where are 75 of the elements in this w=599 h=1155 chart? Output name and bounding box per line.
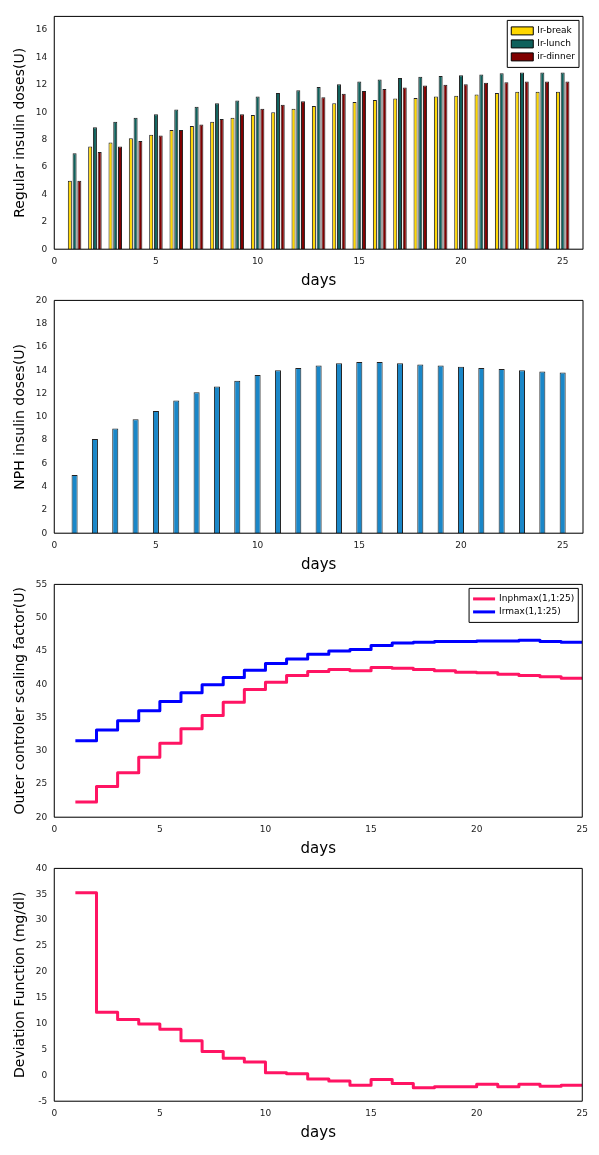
y-tick-label: 35 [35,711,48,722]
legend-label: Ir-lunch [537,38,571,49]
y-tick-label: 2 [41,504,48,515]
x-tick-label: 5 [156,1107,163,1118]
x-tick-label: 15 [353,255,366,266]
y-tick-label: 0 [41,243,48,254]
x-tick-label: 25 [576,1107,588,1118]
x-tick-label: 10 [251,539,264,550]
y-tick-label: 12 [35,387,48,398]
y-tick-label: 14 [35,364,48,375]
y-tick-label: 4 [41,480,48,491]
y-tick-label: 8 [41,133,48,144]
x-tick-label: 20 [455,539,467,550]
y-axis-title: Regular insulin doses(U) [11,47,28,218]
x-tick-label: 15 [365,1107,377,1118]
y-tick-label: 30 [35,914,48,925]
x-tick-label: 20 [470,1107,483,1118]
y-tick-label: 25 [35,778,48,789]
x-axis-title: days [300,554,337,573]
y-tick-label: 40 [35,678,48,689]
x-tick-label: 0 [51,1107,58,1118]
y-tick-label: 16 [35,24,48,35]
y-tick-label: 35 [35,888,48,899]
y-tick-label: 10 [35,106,48,117]
x-axis-title: days [300,838,337,857]
x-tick-label: 10 [251,255,264,266]
y-tick-label: 14 [35,51,48,62]
y-tick-label: 45 [35,645,48,656]
x-tick-label: 0 [51,539,58,550]
y-tick-label: 30 [35,745,48,756]
legend-label: Inphmax(1,1:25) [499,593,575,604]
x-tick-label: 20 [470,823,483,834]
y-tick-label: 18 [35,318,48,329]
x-tick-label: 5 [156,823,163,834]
y-tick-label: 10 [35,411,48,422]
y-tick-label: 10 [35,1017,48,1028]
y-tick-label: 50 [35,612,48,622]
y-tick-label: 12 [35,79,48,90]
x-tick-label: 10 [259,1107,272,1118]
x-tick-label: 15 [365,823,377,834]
y-tick-label: 20 [35,966,48,977]
x-tick-label: 10 [259,823,272,834]
y-tick-label: 55 [35,578,48,589]
x-tick-label: 0 [51,255,58,266]
y-tick-label: 16 [35,341,48,352]
x-tick-label: 15 [353,539,366,550]
x-axis-title: days [300,270,337,289]
y-tick-label: 8 [41,434,48,445]
y-axis-title: Outer controler scaling factor(U) [11,587,28,815]
y-tick-label: 0 [41,1069,48,1080]
y-tick-label: -5 [38,1095,48,1106]
y-tick-label: 2 [41,216,48,227]
y-tick-label: 25 [35,940,48,951]
x-tick-label: 0 [51,823,58,834]
y-tick-label: 5 [41,1043,48,1054]
y-tick-label: 20 [35,294,48,305]
legend-label: ir-dinner [537,51,576,62]
x-tick-label: 5 [153,539,159,550]
y-tick-label: 4 [41,188,48,199]
y-tick-label: 0 [41,527,48,538]
x-tick-label: 25 [576,823,588,834]
y-axis-title: Deviation Function (mg/dl) [11,891,28,1078]
y-tick-label: 15 [35,992,48,1003]
x-axis-title: days [300,1122,337,1141]
y-tick-label: 6 [41,161,48,172]
y-tick-label: 20 [35,811,48,822]
x-tick-label: 25 [556,539,569,550]
x-tick-label: 20 [455,255,467,266]
x-tick-label: 5 [153,255,159,266]
legend-label: Ir-break [537,25,573,36]
y-axis-title: NPH insulin doses(U) [11,343,28,490]
legend-label: Irmax(1,1:25) [499,606,561,617]
y-tick-label: 6 [41,457,48,468]
y-tick-label: 40 [35,862,48,873]
x-tick-label: 25 [556,255,569,266]
